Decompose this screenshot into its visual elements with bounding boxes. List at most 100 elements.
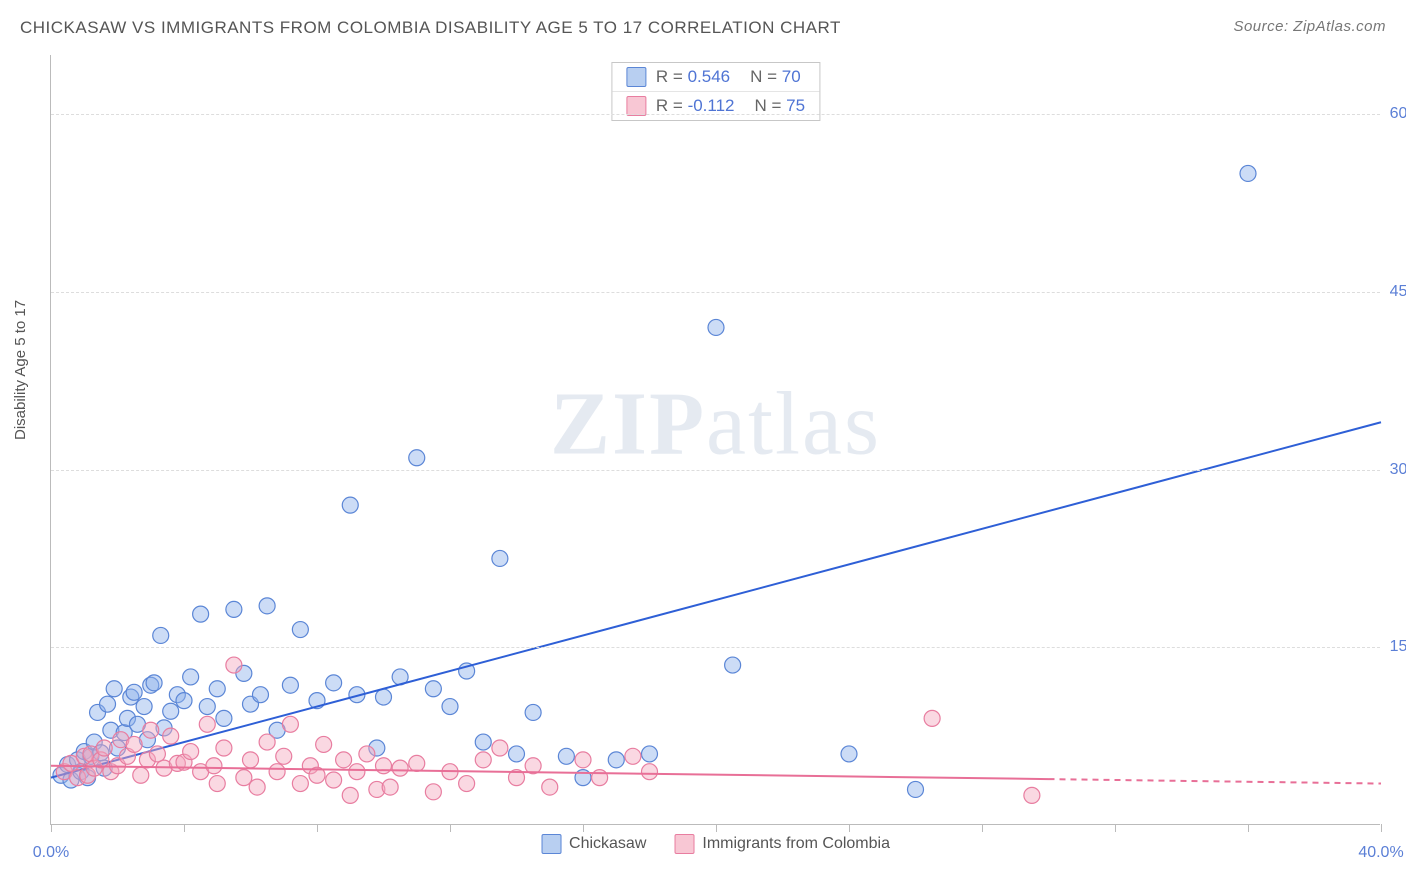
data-point xyxy=(236,770,252,786)
x-tick xyxy=(317,824,318,832)
x-tick xyxy=(1248,824,1249,832)
y-axis-label: Disability Age 5 to 17 xyxy=(12,300,29,440)
x-tick xyxy=(184,824,185,832)
data-point xyxy=(136,699,152,715)
data-point xyxy=(459,776,475,792)
chart-svg xyxy=(51,55,1380,824)
data-point xyxy=(326,772,342,788)
data-point xyxy=(642,746,658,762)
gridline xyxy=(51,114,1380,115)
data-point xyxy=(316,736,332,752)
data-point xyxy=(252,687,268,703)
data-point xyxy=(183,669,199,685)
stats-row: R = -0.112 N = 75 xyxy=(612,92,819,120)
x-tick xyxy=(1381,824,1382,832)
data-point xyxy=(625,748,641,764)
gridline xyxy=(51,292,1380,293)
data-point xyxy=(243,752,259,768)
gridline xyxy=(51,647,1380,648)
data-point xyxy=(1240,165,1256,181)
data-point xyxy=(183,744,199,760)
data-point xyxy=(149,746,165,762)
data-point xyxy=(542,779,558,795)
x-tick xyxy=(450,824,451,832)
data-point xyxy=(725,657,741,673)
x-tick xyxy=(583,824,584,832)
stats-legend-box: R = 0.546N = 70 R = -0.112 N = 75 xyxy=(611,62,820,121)
x-tick-label: 40.0% xyxy=(1358,844,1403,862)
series-swatch-icon xyxy=(674,834,694,854)
data-point xyxy=(193,606,209,622)
x-tick xyxy=(982,824,983,832)
data-point xyxy=(608,752,624,768)
data-point xyxy=(525,704,541,720)
data-point xyxy=(442,699,458,715)
x-tick xyxy=(51,824,52,832)
gridline xyxy=(51,470,1380,471)
data-point xyxy=(143,722,159,738)
data-point xyxy=(342,497,358,513)
stat-n-label: N = 70 xyxy=(750,67,801,87)
x-tick-label: 0.0% xyxy=(33,844,69,862)
data-point xyxy=(226,657,242,673)
data-point xyxy=(226,601,242,617)
data-point xyxy=(509,746,525,762)
plot-area: ZIPatlas R = 0.546N = 70R = -0.112N = 75… xyxy=(50,55,1380,825)
legend-item: Immigrants from Colombia xyxy=(674,834,890,854)
data-point xyxy=(642,764,658,780)
data-point xyxy=(199,716,215,732)
data-point xyxy=(259,598,275,614)
source-attribution: Source: ZipAtlas.com xyxy=(1233,18,1386,38)
data-point xyxy=(342,787,358,803)
data-point xyxy=(209,776,225,792)
data-point xyxy=(575,752,591,768)
data-point xyxy=(269,764,285,780)
data-point xyxy=(349,764,365,780)
data-point xyxy=(359,746,375,762)
legend-item: Chickasaw xyxy=(541,834,646,854)
data-point xyxy=(96,740,112,756)
data-point xyxy=(163,728,179,744)
data-point xyxy=(492,740,508,756)
data-point xyxy=(259,734,275,750)
data-point xyxy=(425,681,441,697)
data-point xyxy=(924,710,940,726)
stat-r-label: R = -0.112 xyxy=(656,96,735,116)
data-point xyxy=(409,450,425,466)
data-point xyxy=(292,622,308,638)
trend-line-dashed xyxy=(1049,779,1382,783)
series-swatch-icon xyxy=(626,67,646,87)
data-point xyxy=(708,319,724,335)
data-point xyxy=(249,779,265,795)
data-point xyxy=(392,760,408,776)
data-point xyxy=(475,734,491,750)
data-point xyxy=(592,770,608,786)
data-point xyxy=(126,684,142,700)
data-point xyxy=(176,693,192,709)
data-point xyxy=(376,758,392,774)
data-point xyxy=(106,681,122,697)
data-point xyxy=(409,755,425,771)
series-swatch-icon xyxy=(541,834,561,854)
y-tick-label: 60.0% xyxy=(1390,105,1406,123)
y-tick-label: 45.0% xyxy=(1390,283,1406,301)
data-point xyxy=(199,699,215,715)
stats-row: R = 0.546N = 70 xyxy=(612,63,819,92)
series-swatch-icon xyxy=(626,96,646,116)
data-point xyxy=(558,748,574,764)
data-point xyxy=(133,767,149,783)
data-point xyxy=(326,675,342,691)
data-point xyxy=(146,675,162,691)
data-point xyxy=(216,710,232,726)
y-tick-label: 30.0% xyxy=(1390,461,1406,479)
data-point xyxy=(282,716,298,732)
x-tick xyxy=(849,824,850,832)
chart-title: CHICKASAW VS IMMIGRANTS FROM COLOMBIA DI… xyxy=(20,18,841,38)
trend-line xyxy=(51,422,1381,777)
data-point xyxy=(492,550,508,566)
stat-n-label: N = 75 xyxy=(755,96,806,116)
data-point xyxy=(163,703,179,719)
data-point xyxy=(376,689,392,705)
data-point xyxy=(276,748,292,764)
x-tick xyxy=(1115,824,1116,832)
